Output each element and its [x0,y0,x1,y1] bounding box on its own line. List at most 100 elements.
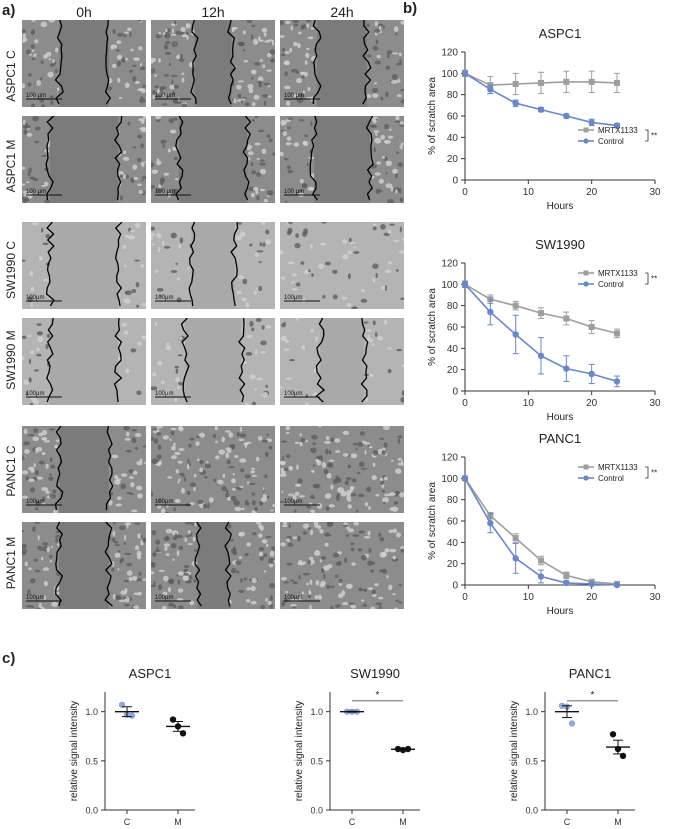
cell-texture [301,183,307,189]
cell-texture [123,150,127,155]
scratch-border [105,426,114,510]
cell-texture [215,455,220,460]
y-tick-label: 0.5 [85,756,98,766]
cell-texture [225,452,230,459]
cell-texture [398,52,402,57]
micrograph: 100µm [22,426,146,513]
cell-texture [298,575,301,580]
cell-texture [159,294,162,298]
cell-texture [265,325,272,329]
cell-texture [255,456,260,462]
cell-texture [178,426,183,431]
cell-texture [32,436,39,442]
chart-title: SW1990 [535,237,585,252]
cell-texture [235,487,240,489]
cell-texture [36,353,42,357]
cell-texture [110,491,114,496]
cell-texture [348,528,355,533]
cell-texture [163,74,170,77]
cell-texture [152,428,158,431]
cell-texture [243,48,246,52]
cell-texture [305,52,310,59]
cell-texture [399,197,403,203]
cell-texture [381,285,386,290]
cell-texture [48,20,55,23]
panel-c-letter: c) [2,650,16,667]
cell-texture [182,575,190,581]
cell-texture [31,222,39,226]
cell-texture [221,486,227,492]
cell-texture [117,32,124,37]
chart-title: SW1990 [350,666,400,681]
cell-texture [204,475,208,479]
cell-texture [315,550,319,553]
scale-bar-label: 100 µm [26,189,46,195]
cell-texture [262,64,266,69]
cell-texture [128,576,133,581]
x-tick-label: M [399,817,407,827]
cell-texture [374,28,381,33]
cell-texture [264,474,268,479]
cell-texture [32,29,35,35]
cell-texture [34,140,39,144]
scratch-gap [317,20,367,107]
cell-texture [133,57,140,61]
data-point [568,720,576,727]
cell-texture [374,172,381,176]
cell-texture [254,62,261,66]
cell-texture [111,63,117,69]
cell-texture [266,134,271,138]
cell-texture [124,82,130,89]
chart-title: PANC1 [539,431,581,446]
cell-texture [241,297,247,302]
data-point [512,100,519,107]
cell-texture [228,523,232,529]
cell-texture [123,542,127,545]
cell-texture [292,536,298,540]
cell-texture [193,579,197,583]
cell-texture [180,26,186,33]
line-chart-sw1990: SW1990 0 20 40 60 80 100 120 0 10 20 30 Hours % of sc… [427,237,661,423]
cell-texture [384,548,390,553]
cell-texture [350,493,357,497]
cell-texture [253,38,259,45]
cell-texture [283,467,289,472]
cell-texture [369,446,373,449]
cell-texture [280,500,285,503]
cell-texture [45,234,51,239]
cell-texture [375,118,378,121]
cell-texture [118,97,123,99]
cell-texture [31,605,35,608]
cell-texture [137,158,142,162]
cell-texture [306,20,312,23]
cell-texture [136,304,139,308]
cell-texture [41,227,44,233]
cell-texture [227,606,232,608]
cell-texture [393,239,400,243]
cell-texture [185,522,191,525]
cell-texture [353,522,359,526]
cell-texture [228,466,235,469]
cell-texture [346,489,352,496]
scratch-border [312,20,322,105]
cell-texture [298,31,302,35]
cell-texture [213,478,216,483]
cell-texture [42,242,49,246]
cell-texture [207,502,210,509]
cell-texture [244,501,250,506]
cell-texture [125,234,130,239]
cell-texture [49,95,54,99]
scratch-gap [314,116,370,203]
cell-texture [258,285,263,292]
cell-texture [290,579,294,582]
cell-texture [400,297,404,300]
cell-texture [239,433,247,438]
cell-texture [38,460,45,465]
cell-texture [46,546,50,553]
cell-texture [352,534,360,537]
cell-texture [138,88,146,91]
cell-texture [355,447,358,451]
cell-texture [33,558,38,562]
y-tick-label: 40 [447,344,459,355]
cell-texture [259,39,264,42]
